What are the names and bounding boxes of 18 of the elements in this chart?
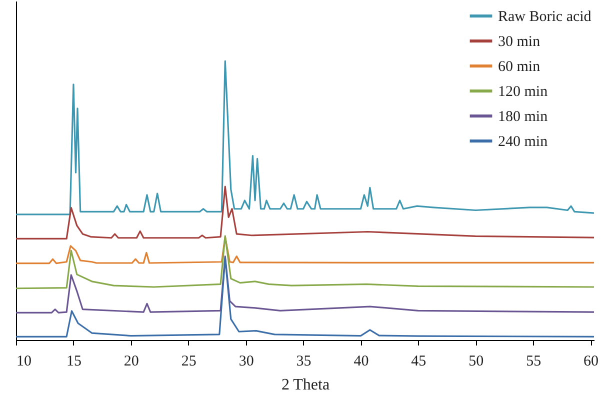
legend-label: 30 min: [498, 34, 541, 50]
x-axis-title: 2 Theta: [281, 376, 330, 394]
legend-label: 240 min: [498, 134, 548, 150]
legend-label: 180 min: [498, 109, 548, 125]
x-tick-label: 10: [16, 354, 32, 370]
x-tick-label: 55: [526, 354, 542, 370]
x-tick-label: 15: [66, 354, 82, 370]
x-tick-label: 30: [238, 354, 254, 370]
legend-label: 120 min: [498, 84, 548, 100]
x-tick-label: 45: [411, 354, 426, 370]
x-tick-label: 35: [296, 354, 312, 370]
legend-label: Raw Boric acid: [498, 9, 592, 25]
x-tick-label: 40: [354, 354, 369, 370]
x-tick-label: 50: [468, 354, 484, 370]
legend-label: 60 min: [498, 59, 541, 75]
x-tick-label: 60: [584, 354, 599, 370]
x-tick-label: 25: [181, 354, 196, 370]
x-tick-label: 20: [124, 354, 139, 370]
